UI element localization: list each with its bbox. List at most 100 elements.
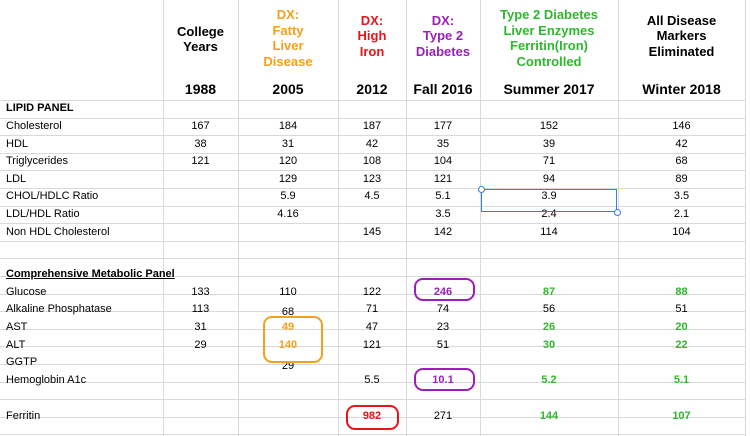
- grid-line: [0, 311, 745, 313]
- row-label: HDL: [6, 138, 29, 150]
- table-cell[interactable]: 167: [191, 120, 210, 132]
- table-cell[interactable]: 94: [542, 173, 556, 185]
- table-cell[interactable]: 35: [436, 138, 450, 150]
- grid-line: [163, 0, 164, 436]
- table-cell[interactable]: 122: [362, 286, 382, 298]
- row-label: Ferritin: [6, 410, 41, 422]
- table-cell[interactable]: 29: [281, 360, 295, 372]
- table-cell[interactable]: 71: [542, 155, 556, 167]
- header-line: Controlled: [516, 53, 582, 69]
- table-cell[interactable]: 74: [436, 303, 450, 315]
- table-cell[interactable]: 144: [539, 410, 559, 422]
- table-cell[interactable]: 146: [672, 120, 691, 132]
- table-cell[interactable]: 56: [542, 303, 556, 315]
- table-cell[interactable]: 68: [281, 306, 295, 318]
- table-cell[interactable]: 4.5: [364, 190, 380, 202]
- table-cell[interactable]: 31: [194, 321, 207, 333]
- table-cell[interactable]: 31: [281, 138, 295, 150]
- table-cell[interactable]: 5.1: [435, 190, 451, 202]
- table-cell[interactable]: 51: [675, 303, 688, 315]
- table-cell[interactable]: 110: [279, 286, 297, 298]
- table-cell[interactable]: 42: [365, 138, 379, 150]
- table-cell[interactable]: 29: [194, 339, 207, 351]
- table-cell[interactable]: 5.9: [280, 190, 296, 202]
- grid-line: [0, 381, 745, 383]
- column-header-2005: DX: Fatty Liver Disease: [238, 2, 338, 74]
- table-cell[interactable]: 187: [362, 120, 382, 132]
- header-line: Years: [183, 39, 218, 54]
- table-cell[interactable]: 133: [191, 286, 210, 298]
- section-metabolic-panel: Comprehensive Metabolic Panel: [6, 268, 175, 280]
- table-cell[interactable]: 108: [362, 155, 382, 167]
- table-cell[interactable]: 121: [362, 339, 382, 351]
- table-cell[interactable]: 23: [436, 321, 450, 333]
- table-cell[interactable]: 246: [433, 286, 453, 298]
- table-cell[interactable]: 4.16: [277, 208, 299, 220]
- header-line: Fatty: [272, 22, 304, 38]
- table-cell[interactable]: 107: [672, 410, 691, 422]
- table-cell[interactable]: 88: [675, 286, 688, 298]
- highlight-circle-a1c: [414, 368, 475, 391]
- table-cell[interactable]: 140: [278, 339, 298, 351]
- table-cell[interactable]: 71: [365, 303, 379, 315]
- header-line: Liver: [272, 38, 304, 53]
- table-cell[interactable]: 982: [362, 410, 382, 422]
- header-line: Liver Enzymes: [503, 22, 595, 38]
- table-cell[interactable]: 145: [362, 226, 382, 238]
- grid-line: [0, 276, 745, 277]
- table-cell[interactable]: 114: [540, 226, 558, 238]
- table-cell[interactable]: 3.5: [435, 208, 451, 220]
- table-cell[interactable]: 3.5: [673, 190, 690, 202]
- header-line: Disease: [263, 53, 313, 69]
- highlight-circle-ferritin: [346, 405, 399, 430]
- table-cell[interactable]: 30: [542, 339, 556, 351]
- table-cell[interactable]: 104: [672, 226, 691, 238]
- table-cell[interactable]: 113: [191, 303, 210, 315]
- table-cell[interactable]: 38: [194, 138, 207, 150]
- table-cell[interactable]: 20: [675, 321, 688, 333]
- grid-line: [0, 205, 745, 207]
- table-cell[interactable]: 142: [433, 226, 453, 238]
- table-cell[interactable]: 51: [436, 339, 450, 351]
- table-cell[interactable]: 89: [675, 173, 688, 185]
- table-cell[interactable]: 3.9: [541, 190, 557, 202]
- table-cell[interactable]: 177: [433, 120, 453, 132]
- column-header-summer-2017: Type 2 Diabetes Liver Enzymes Ferritin(I…: [480, 2, 618, 74]
- table-cell[interactable]: 129: [278, 173, 298, 185]
- row-label: CHOL/HDLC Ratio: [6, 190, 99, 202]
- selection-handle[interactable]: [477, 185, 485, 193]
- table-cell[interactable]: 49: [281, 321, 295, 333]
- table-cell[interactable]: 68: [675, 155, 688, 167]
- cell-selection[interactable]: [481, 189, 617, 212]
- table-cell[interactable]: 22: [675, 339, 688, 351]
- table-cell[interactable]: 5.5: [364, 374, 380, 386]
- table-cell[interactable]: 5.1: [673, 374, 690, 386]
- table-cell[interactable]: 271: [433, 410, 453, 422]
- grid-line: [0, 293, 745, 295]
- table-cell[interactable]: 10.1: [432, 374, 454, 386]
- table-cell[interactable]: 47: [365, 321, 379, 333]
- column-header-2012: DX: High Iron: [338, 4, 406, 68]
- table-cell[interactable]: 120: [278, 155, 298, 167]
- header-line: Type 2: [422, 28, 464, 44]
- section-lipid-panel: LIPID PANEL: [6, 102, 74, 114]
- grid-line: [238, 0, 239, 436]
- table-cell[interactable]: 121: [433, 173, 453, 185]
- table-cell[interactable]: 39: [542, 138, 556, 150]
- table-cell[interactable]: 152: [539, 120, 559, 132]
- table-cell[interactable]: 123: [362, 173, 382, 185]
- table-cell[interactable]: 121: [191, 155, 210, 167]
- table-cell[interactable]: 87: [542, 286, 556, 298]
- table-cell[interactable]: 26: [542, 321, 556, 333]
- table-cell[interactable]: 104: [433, 155, 453, 167]
- table-cell[interactable]: 184: [278, 120, 298, 132]
- grid-line: [0, 258, 745, 260]
- table-cell[interactable]: 5.2: [541, 374, 557, 386]
- grid-line: [745, 0, 746, 436]
- column-header-winter-2018: All Disease Markers Eliminated: [618, 4, 745, 68]
- selection-handle[interactable]: [613, 208, 621, 216]
- table-cell[interactable]: 42: [675, 138, 688, 150]
- table-cell[interactable]: 2.1: [673, 208, 690, 220]
- year-label: Fall 2016: [413, 81, 473, 97]
